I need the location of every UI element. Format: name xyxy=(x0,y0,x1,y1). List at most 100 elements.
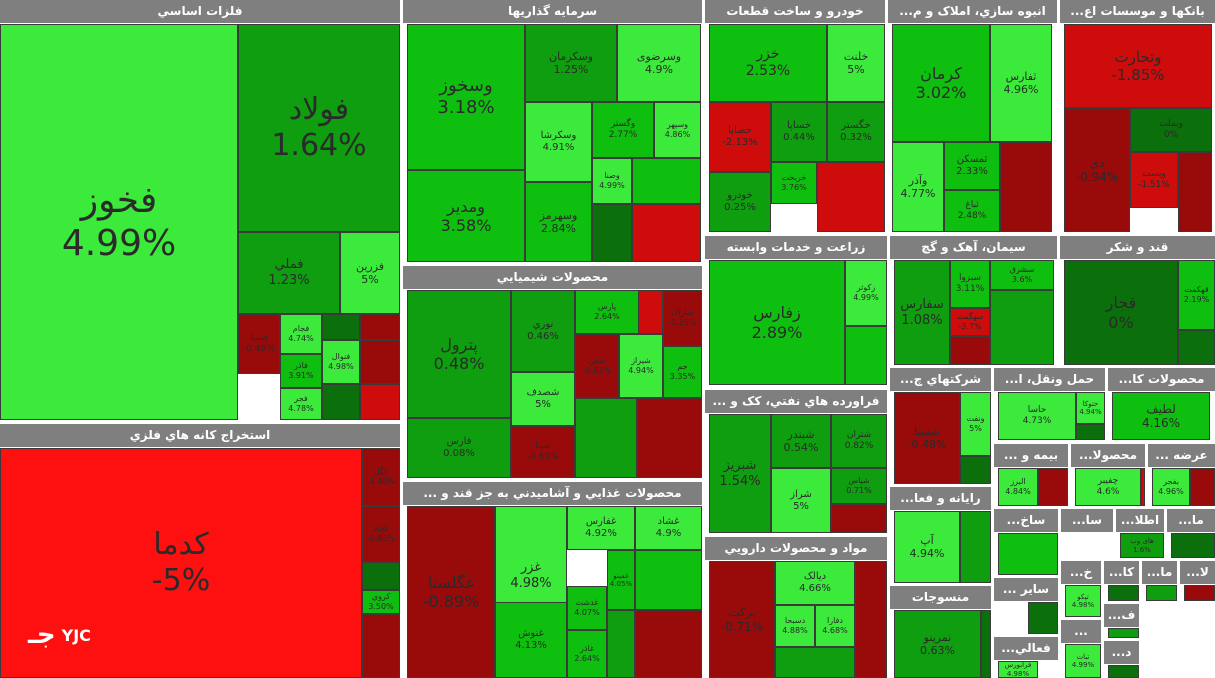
stock-tile[interactable]: بفجر 4.96% xyxy=(1152,468,1190,506)
stock-tile[interactable]: لطيف 4.16% xyxy=(1112,392,1210,440)
stock-tile[interactable]: خلنت 5% xyxy=(827,24,885,102)
stock-tile[interactable]: خریخت 3.76% xyxy=(771,162,817,204)
stock-tile[interactable]: برکت -0.71% xyxy=(709,561,775,678)
stock-tile[interactable]: قهکمت 2.19% xyxy=(1178,260,1215,330)
stock-tile[interactable]: غنوش 4.13% xyxy=(495,602,567,678)
stock-tile[interactable]: شتران 0.82% xyxy=(831,414,887,468)
sector-19: رايانه و فعا... آپ 4.94% xyxy=(890,487,991,583)
stock-tile[interactable]: غگلستا -0.89% xyxy=(407,506,495,678)
stock-tile[interactable]: دسبحا 4.88% xyxy=(775,605,815,647)
stock-change: 4.98% xyxy=(510,576,552,591)
stock-tile[interactable]: کروي 3.50% xyxy=(362,590,400,614)
stock-tile[interactable]: تبات 4.99% xyxy=(1065,644,1101,678)
stock-tile[interactable]: شبريز 1.54% xyxy=(709,414,771,533)
stock-tile[interactable]: فخوز 4.99% xyxy=(0,24,238,420)
stock-change: 0% xyxy=(1108,312,1134,332)
stock-tile[interactable]: وبملت 0% xyxy=(1130,108,1212,152)
stock-tile[interactable]: غشاد 4.9% xyxy=(635,506,702,550)
stock-tile[interactable]: وتجارت -1.85% xyxy=(1064,24,1212,108)
stock-tile[interactable]: دفارا 4.68% xyxy=(815,605,855,647)
stock-tile[interactable]: وصنا 4.99% xyxy=(592,158,632,204)
stock-name: سفارس xyxy=(900,296,944,312)
sector-title: خودرو و ساخت قطعات xyxy=(705,0,885,23)
stock-tile[interactable]: های وب 1.6% xyxy=(1120,533,1164,558)
stock-tile[interactable]: دی -0.94% xyxy=(1064,108,1130,232)
stock-tile[interactable]: قجار 0% xyxy=(1064,260,1178,365)
stock-tile[interactable]: زفارس 2.89% xyxy=(709,260,845,385)
stock-tile[interactable]: فارس 0.08% xyxy=(407,418,511,478)
stock-tile[interactable]: وسخوز 3.18% xyxy=(407,24,525,170)
stock-tile[interactable]: وگستر 2.77% xyxy=(592,102,654,158)
stock-tile[interactable]: فرابورس 4.98% xyxy=(998,661,1038,678)
stock-tile[interactable]: آپ 4.94% xyxy=(894,511,960,583)
stock-tile[interactable]: کچاد -0.85% xyxy=(362,506,400,562)
stock-tile[interactable]: وسهرمز 2.84% xyxy=(525,182,592,262)
stock-tile[interactable]: غاذر 2.64% xyxy=(567,630,607,678)
stock-name: شستا xyxy=(914,424,940,438)
stock-tile[interactable]: شبندر 0.54% xyxy=(771,414,831,468)
stock-tile[interactable]: وسپهر 4.86% xyxy=(654,102,701,158)
yjc-logo: جـ YJC xyxy=(28,620,91,650)
stock-tile[interactable]: شستا -0.48% xyxy=(894,392,960,484)
stock-tile[interactable]: تپکو 4.98% xyxy=(1065,585,1101,617)
stock-tile[interactable]: غمينو 4.05% xyxy=(607,550,635,610)
stock-tile[interactable]: وسکرمان 1.25% xyxy=(525,24,617,102)
stock-tile[interactable]: وسرضوی 4.9% xyxy=(617,24,701,102)
stock-tile[interactable]: حتوکا 4.94% xyxy=(1076,392,1105,424)
stock-tile[interactable]: شپنا -0.69% xyxy=(511,426,575,478)
stock-tile[interactable]: جم 3.35% xyxy=(663,346,702,398)
stock-name: شاراک xyxy=(671,308,694,318)
stock-tile[interactable]: ثفارس 4.96% xyxy=(990,24,1052,142)
stock-tile[interactable]: فنوال 4.98% xyxy=(322,340,360,384)
stock-tile[interactable]: غدشت 4.07% xyxy=(567,586,607,630)
stock-tile[interactable]: شصدف 5% xyxy=(511,372,575,426)
stock-tile[interactable]: فاذر 3.91% xyxy=(280,354,322,388)
stock-tile[interactable]: البرز 4.84% xyxy=(998,468,1038,506)
filler-tile xyxy=(1190,468,1215,506)
stock-tile[interactable]: ديالک 4.66% xyxy=(775,561,855,605)
stock-tile[interactable]: شراز 5% xyxy=(771,468,831,533)
stock-tile[interactable]: خزر 2.53% xyxy=(709,24,827,102)
stock-tile[interactable]: وآذر 4.77% xyxy=(892,142,944,232)
stock-tile[interactable]: ونفت 5% xyxy=(960,392,991,456)
stock-tile[interactable]: نمرينو 0.63% xyxy=(894,610,981,678)
stock-tile[interactable]: وسکرشا 4.91% xyxy=(525,102,592,182)
stock-tile[interactable]: فزرين 5% xyxy=(340,232,400,314)
stock-tile[interactable]: خگستر 0.32% xyxy=(827,102,885,162)
stock-change: 2.48% xyxy=(957,211,987,221)
stock-tile[interactable]: سبزوا 3.11% xyxy=(950,260,990,308)
stock-tile[interactable]: ثباغ 2.48% xyxy=(944,190,1000,232)
stock-tile[interactable]: شفن -0.61% xyxy=(575,334,619,398)
stock-tile[interactable]: ثمسکن 2.33% xyxy=(944,142,1000,190)
stock-tile[interactable]: ومدير 3.58% xyxy=(407,170,525,262)
stock-tile[interactable]: پترول 0.48% xyxy=(407,290,511,418)
stock-tile[interactable]: فولاد 1.64% xyxy=(238,24,400,232)
stock-tile[interactable]: سهگمت -3.7% xyxy=(950,308,990,336)
stock-tile[interactable]: شاراک -1.25% xyxy=(663,290,702,346)
stock-tile[interactable]: خساپا 0.44% xyxy=(771,102,827,162)
stock-tile[interactable]: شيراز 4.94% xyxy=(619,334,663,398)
stock-tile[interactable]: پارس 2.64% xyxy=(575,290,639,334)
stock-tile[interactable]: فسپا -0.49% xyxy=(238,314,280,374)
stock-tile[interactable]: فجام 4.74% xyxy=(280,314,322,354)
sector-23: اطلا... های وب 1.6% xyxy=(1116,509,1164,558)
stock-tile[interactable]: فملي 1.23% xyxy=(238,232,340,314)
stock-tile[interactable]: غفارس 4.92% xyxy=(567,506,635,550)
stock-tile[interactable]: فجر 4.78% xyxy=(280,388,322,420)
stock-tile[interactable]: چفيبر 4.6% xyxy=(1075,468,1141,506)
stock-tile[interactable]: کدما -5% xyxy=(0,448,362,678)
stock-tile[interactable]: کگل -1.40% xyxy=(362,448,400,506)
stock-name: آپ xyxy=(920,533,934,547)
stock-change: -0.48% xyxy=(907,438,947,451)
stock-name: غزر xyxy=(520,560,542,576)
stock-tile[interactable]: وپست -1.51% xyxy=(1130,152,1178,208)
stock-tile[interactable]: سشرق 3.6% xyxy=(990,260,1054,290)
stock-tile[interactable]: کرمان 3.02% xyxy=(892,24,990,142)
stock-tile[interactable]: خصاپا -2.13% xyxy=(709,102,771,172)
stock-tile[interactable]: شپاس 0.71% xyxy=(831,468,887,504)
stock-tile[interactable]: زکوثر 4.99% xyxy=(845,260,887,326)
stock-tile[interactable]: خودرو 0.25% xyxy=(709,172,771,232)
stock-tile[interactable]: نوري 0.46% xyxy=(511,290,575,372)
stock-tile[interactable]: حاسا 4.73% xyxy=(998,392,1076,440)
stock-tile[interactable]: سفارس 1.08% xyxy=(894,260,950,365)
